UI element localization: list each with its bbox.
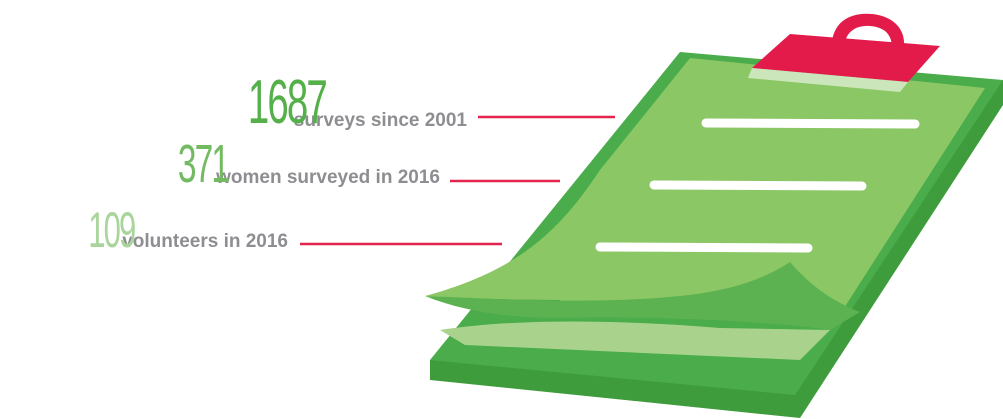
stat-number: 109 <box>88 202 136 258</box>
clipboard-paper-under <box>440 321 830 360</box>
stat-label: women surveyed in 2016 <box>216 167 440 188</box>
paper-curl <box>425 262 860 330</box>
paper-line-1 <box>701 118 920 129</box>
clipboard-clip-shadow <box>748 68 908 92</box>
stat-women-surveyed: 371 women surveyed in 2016 <box>147 137 440 191</box>
stat-number: 1687 <box>247 68 328 137</box>
stat-surveys: 1687 surveys since 2001 <box>200 72 467 134</box>
stat-label: surveys since 2001 <box>293 110 467 131</box>
clipboard-clip-ring <box>832 13 905 48</box>
paper-line-3 <box>595 242 813 253</box>
stat-label: volunteers in 2016 <box>122 231 288 252</box>
stat-volunteers: 109 volunteers in 2016 <box>60 205 288 255</box>
paper-line-2 <box>649 180 867 191</box>
clipboard-paper <box>425 58 985 330</box>
stat-number: 371 <box>177 134 230 194</box>
